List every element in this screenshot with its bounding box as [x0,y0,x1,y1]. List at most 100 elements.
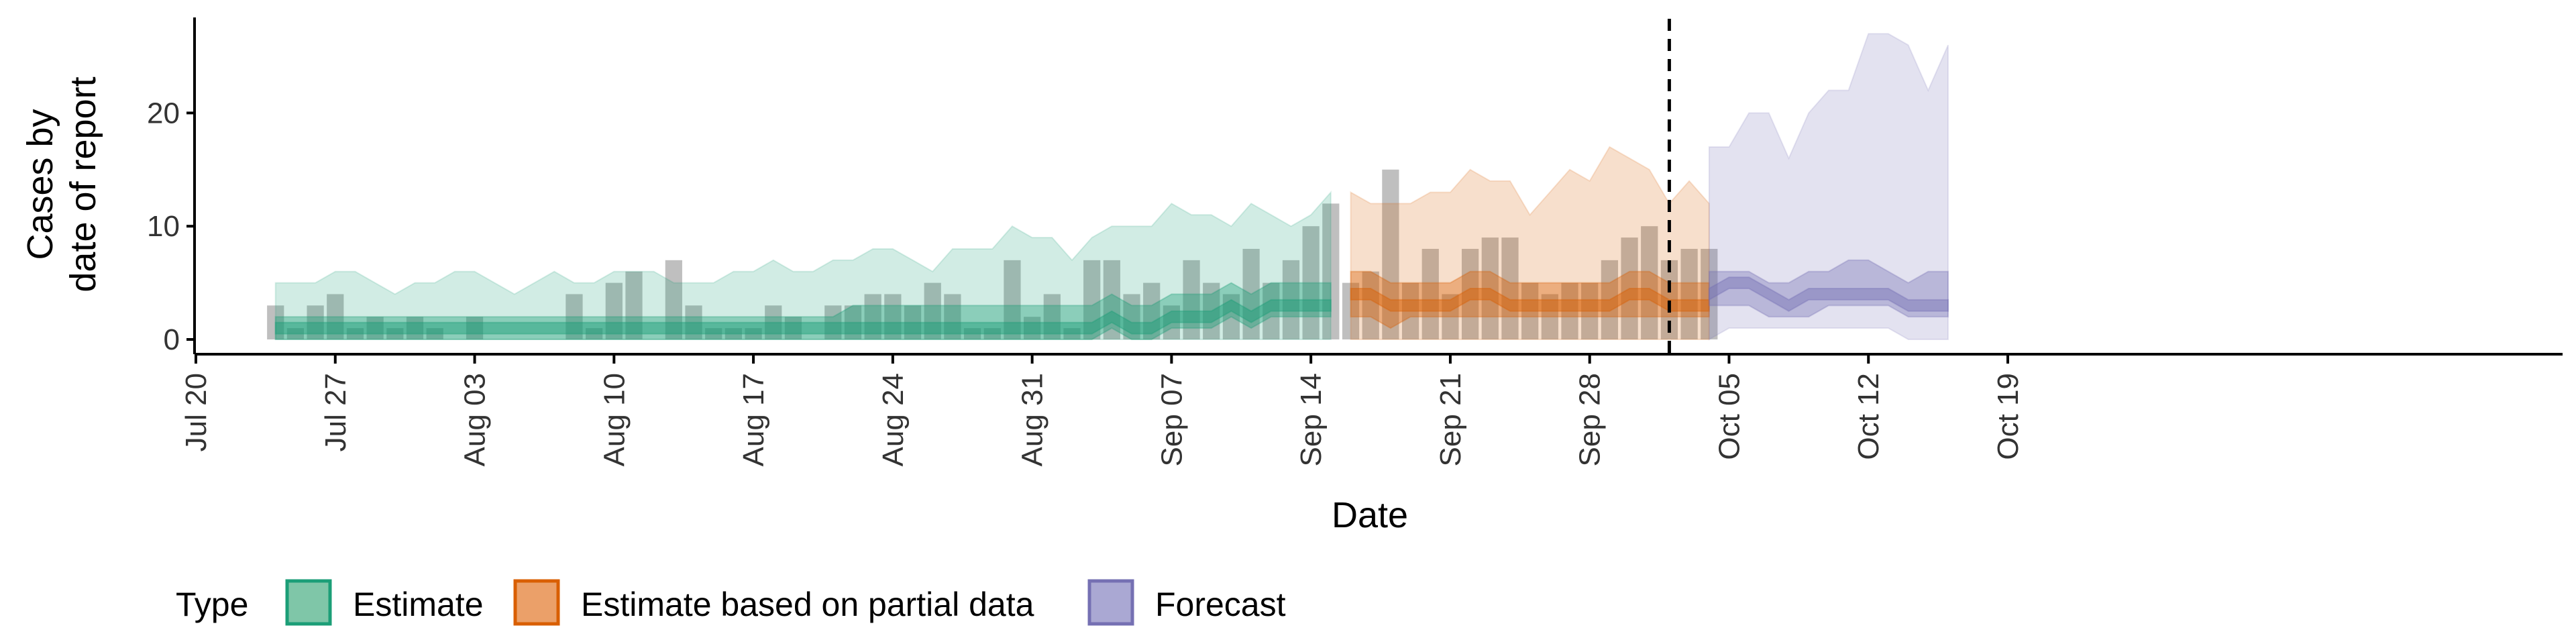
bar-2020-08-13 [665,260,682,339]
bar-2020-08-14 [685,305,702,339]
bar-2020-09-04 [1103,260,1120,339]
forecast-band-50 [1708,259,1949,318]
bar-2020-09-22 [1461,248,1479,339]
bar-2020-08-31 [1024,317,1041,339]
bar-2020-09-13 [1282,260,1300,339]
bar-2020-09-11 [1242,248,1260,339]
bar-2020-08-22 [844,305,862,339]
estimate-band-50 [274,282,1332,340]
x-tick-label-aug-24: Aug 24 [877,373,910,466]
bar-2020-08-25 [904,305,922,339]
bar-2020-09-01 [1043,294,1061,339]
bar-2020-09-14 [1302,226,1320,339]
bar-2020-09-27 [1561,282,1578,339]
estimate-based-on-partial-data-band-90 [1350,146,1710,340]
bar-2020-10-04 [1701,248,1718,339]
bar-2020-08-03 [466,317,484,339]
y-axis: 0 10 20 [147,17,196,356]
bar-2020-08-11 [625,271,643,339]
legend-title: Type [176,586,248,623]
bar-2020-09-29 [1601,260,1618,339]
bar-2020-09-21 [1442,294,1459,339]
estimate-band-median [274,299,1332,335]
bar-2020-09-19 [1401,282,1419,339]
bar-2020-10-01 [1641,226,1658,339]
x-tick-label-jul-20: Jul 20 [180,373,213,451]
estimate-based-on-partial-data-band-median [1350,288,1710,312]
y-tick-label-20: 20 [147,97,180,129]
bar-2020-09-25 [1521,282,1539,339]
bar-2020-08-09 [586,328,603,339]
x-tick-label-sep-28: Sep 28 [1574,373,1607,466]
bar-2020-09-28 [1581,282,1599,339]
bar-2020-08-29 [983,328,1001,339]
x-tick-label-sep-21: Sep 21 [1434,373,1467,466]
bar-2020-09-03 [1083,260,1101,339]
x-axis-title: Date [1332,495,1408,535]
legend-label-estimate: Estimate [353,586,484,623]
bar-2020-09-24 [1501,237,1519,339]
x-tick-label-oct-05: Oct 05 [1713,373,1746,460]
legend-swatch-estimate [285,579,332,626]
bar-2020-09-15 [1322,203,1340,339]
estimate-band-90 [274,190,1332,340]
y-tick-label-0: 0 [164,323,180,356]
forecast-band-90 [1708,33,1949,341]
bar-2020-08-26 [924,282,941,339]
legend: Type Estimate Estimate based on partial d… [176,579,1286,626]
bar-2020-08-21 [824,305,842,339]
x-tick-label-sep-14: Sep 14 [1295,373,1328,466]
bar-2020-09-05 [1123,294,1140,339]
bar-2020-09-18 [1382,169,1399,339]
bar-2020-08-17 [745,328,762,339]
y-axis-title: Cases by date of report [20,76,103,292]
bar-2020-08-28 [963,328,981,339]
legend-label-forecast: Forecast [1155,586,1286,623]
y-axis-title-line-1: Cases by [20,109,60,260]
bar-2020-09-10 [1222,294,1240,339]
bar-2020-08-16 [724,328,743,339]
bar-2020-07-31 [406,317,424,339]
legend-swatch-forecast [1087,579,1134,626]
bar-2020-09-08 [1183,260,1200,339]
bar-2020-08-01 [426,328,443,339]
bar-2020-08-19 [784,317,802,339]
bar-2020-08-24 [884,294,902,339]
bar-2020-07-25 [286,328,305,339]
bar-2020-09-16 [1342,282,1360,339]
bar-2020-08-18 [765,305,782,339]
bar-2020-09-17 [1362,271,1379,339]
x-tick-label-aug-17: Aug 17 [737,373,770,466]
bar-2020-07-27 [327,294,344,339]
bar-2020-09-02 [1063,328,1081,339]
bar-2020-09-06 [1143,282,1161,339]
bar-2020-09-12 [1263,282,1280,339]
bar-2020-07-30 [386,328,404,339]
reported-cases-bars [267,169,1718,339]
bar-2020-07-29 [366,317,384,339]
legend-label-estimate-based-on-partial-data: Estimate based on partial data [581,586,1034,623]
forecast-band-median [1708,276,1949,312]
bar-2020-09-23 [1481,237,1499,339]
bar-2020-10-03 [1680,248,1698,339]
bar-2020-08-08 [566,294,583,339]
bar-2020-09-26 [1541,294,1558,339]
bar-2020-08-27 [944,294,961,339]
x-tick-label-aug-03: Aug 03 [459,373,492,466]
bar-2020-08-30 [1004,260,1021,339]
x-tick-label-oct-19: Oct 19 [1992,373,2025,460]
bar-2020-08-23 [864,294,881,339]
estimate-based-on-partial-data-band-50 [1350,270,1710,329]
x-tick-label-aug-10: Aug 10 [598,373,631,466]
x-tick-label-aug-31: Aug 31 [1016,373,1049,466]
x-tick-label-jul-27: Jul 27 [319,373,352,451]
bar-2020-07-26 [307,305,324,339]
legend-swatch-estimate-based-on-partial-data [513,579,560,626]
y-axis-title-line-2: date of report [63,76,103,292]
bar-2020-08-15 [705,328,722,339]
x-axis: Jul 20 Jul 27 Aug 03 Aug 10 Aug 17 Aug 24 Aug … [180,353,2563,466]
bar-2020-09-30 [1621,237,1638,339]
bar-2020-09-09 [1203,282,1220,339]
bar-2020-09-20 [1421,248,1439,339]
